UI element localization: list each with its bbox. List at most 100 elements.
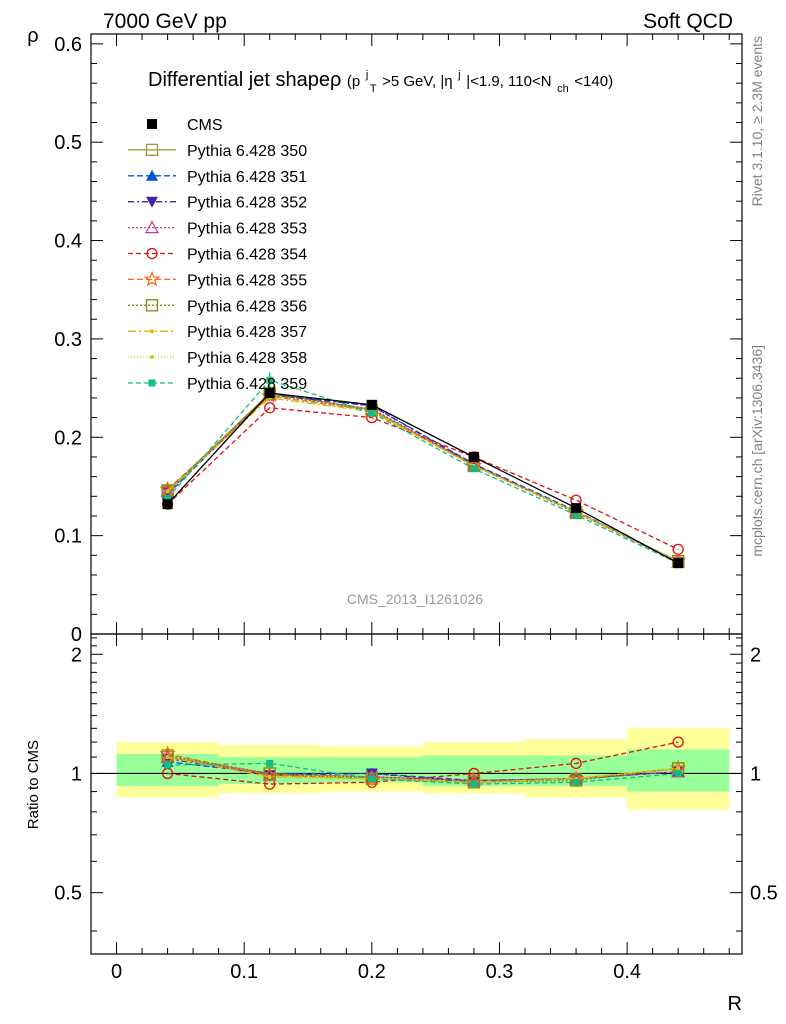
series-cms (162, 388, 684, 569)
legend-label: Pythia 6.428 354 (187, 247, 307, 264)
y-tick-label: 0.4 (54, 231, 82, 253)
chart-title-suffix-mid2: |<1.9, 110<N (466, 73, 551, 90)
legend-label: Pythia 6.428 352 (187, 195, 307, 212)
data-point (368, 409, 376, 417)
ratio-point (164, 761, 172, 769)
ratio-line (167, 756, 679, 782)
data-point (165, 489, 170, 494)
ratio-point (368, 775, 376, 783)
rivet-label: Rivet 3.1.10, ≥ 2.3M events (749, 36, 765, 206)
legend-item: Pythia 6.428 354 (128, 247, 307, 264)
legend-label: Pythia 6.428 351 (187, 169, 307, 186)
legend-label: Pythia 6.428 350 (187, 143, 307, 160)
series-s350 (161, 386, 685, 568)
legend-marker (145, 299, 159, 312)
ratio-point (263, 767, 276, 780)
series-line (167, 397, 679, 562)
ratio-panel: 0.5 0.5 1 1 2 2 0 0.1 0.2 0.3 0.4 (54, 633, 778, 983)
legend-item: Pythia 6.428 351 (128, 169, 307, 186)
data-point (468, 451, 479, 462)
main-panel: 0 0.1 0.2 0.3 0.4 0.5 0.6 (54, 33, 743, 646)
data-point (572, 511, 580, 519)
legend-marker (150, 355, 154, 360)
data-point (264, 402, 276, 414)
legend-marker (150, 329, 154, 334)
ratio-y-tick-label-right: 0.5 (750, 883, 778, 905)
legend-label: Pythia 6.428 353 (187, 221, 307, 238)
data-point (673, 558, 684, 569)
legend-marker (145, 143, 159, 157)
legend-item: CMS (147, 117, 223, 134)
analysis-watermark: CMS_2013_I1261026 (347, 591, 483, 607)
x-tick-label: 0.3 (486, 961, 514, 983)
ratio-point (161, 749, 174, 762)
legend-label: Pythia 6.428 355 (187, 272, 307, 289)
ratio-line (167, 756, 679, 783)
chart-title-suffix-sub2: ch (557, 83, 569, 95)
chart-title-suffix-open: (p (347, 73, 360, 90)
ratio-series-s359 (164, 759, 682, 788)
ratio-point (470, 780, 478, 788)
legend-item: Pythia 6.428 352 (128, 195, 307, 212)
ratio-point (572, 778, 580, 786)
y-tick-label: 0.2 (54, 427, 82, 449)
chart-title: Differential jet shapeρ (p j T >5 GeV, |… (148, 61, 613, 97)
chart-title-main: Differential jet shapeρ (148, 69, 341, 91)
data-point (470, 465, 478, 473)
ratio-point (165, 755, 170, 760)
ratio-y-tick-label: 0.5 (54, 883, 82, 905)
y-tick-label: 0.6 (54, 34, 82, 56)
legend-label: CMS (187, 117, 223, 134)
legend-label: Pythia 6.428 358 (187, 350, 307, 367)
legend-marker (146, 169, 158, 181)
legend-item: Pythia 6.428 356 (128, 298, 307, 315)
legend-item: Pythia 6.428 357 (128, 324, 307, 341)
chart-title-suffix-sup2: j (457, 69, 460, 81)
ratio-line (167, 741, 679, 785)
series-s353 (160, 387, 686, 568)
data-point (264, 388, 275, 399)
data-point (164, 494, 172, 502)
chart-title-suffix-sub1: T (370, 83, 377, 95)
legend-label: Pythia 6.428 356 (187, 298, 307, 315)
ratio-y-tick-label: 2 (71, 644, 82, 666)
y-tick-label: 0.3 (54, 329, 82, 351)
legend-marker (146, 196, 158, 208)
y-tick-label: 0 (71, 624, 82, 646)
chart-title-suffix-close: <140) (574, 73, 613, 90)
legend-item: Pythia 6.428 359 (128, 376, 307, 393)
y-tick-label: 0.5 (54, 132, 82, 154)
y-tick-label: 0.1 (54, 526, 82, 548)
chart-title-suffix-mid1: >5 GeV, |η (382, 73, 452, 90)
x-tick-label: 0 (111, 961, 122, 983)
ratio-y-tick-label-right: 1 (750, 763, 761, 785)
series-s359 (164, 376, 682, 567)
header-right: Soft QCD (643, 10, 733, 33)
ratio-axis-label: Ratio to CMS (25, 740, 42, 829)
series-line (167, 379, 679, 564)
chart-title-suffix-sup1: j (365, 69, 368, 81)
series-s356 (161, 387, 685, 568)
legend-marker (148, 379, 156, 387)
ratio-point (570, 757, 582, 770)
x-tick-label: 0.1 (230, 961, 258, 983)
y-axis-label: ρ (27, 25, 38, 47)
legend-item: Pythia 6.428 355 (128, 270, 307, 289)
ratio-point (674, 769, 682, 777)
header-left: 7000 GeV pp (103, 10, 227, 33)
legend-marker (147, 119, 157, 129)
series-s352 (161, 389, 685, 569)
legend-label: Pythia 6.428 359 (187, 376, 307, 393)
series-line (167, 396, 679, 562)
ratio-point (467, 776, 481, 789)
legend-marker (146, 247, 158, 260)
ratio-series-s354 (161, 736, 684, 790)
legend-item: Pythia 6.428 350 (128, 143, 307, 160)
ratio-point (676, 766, 681, 771)
ratio-point (267, 774, 272, 779)
ratio-frame (90, 633, 743, 955)
series-s355 (159, 387, 687, 569)
series-s351 (161, 388, 685, 568)
x-tick-label: 0.2 (358, 961, 386, 983)
